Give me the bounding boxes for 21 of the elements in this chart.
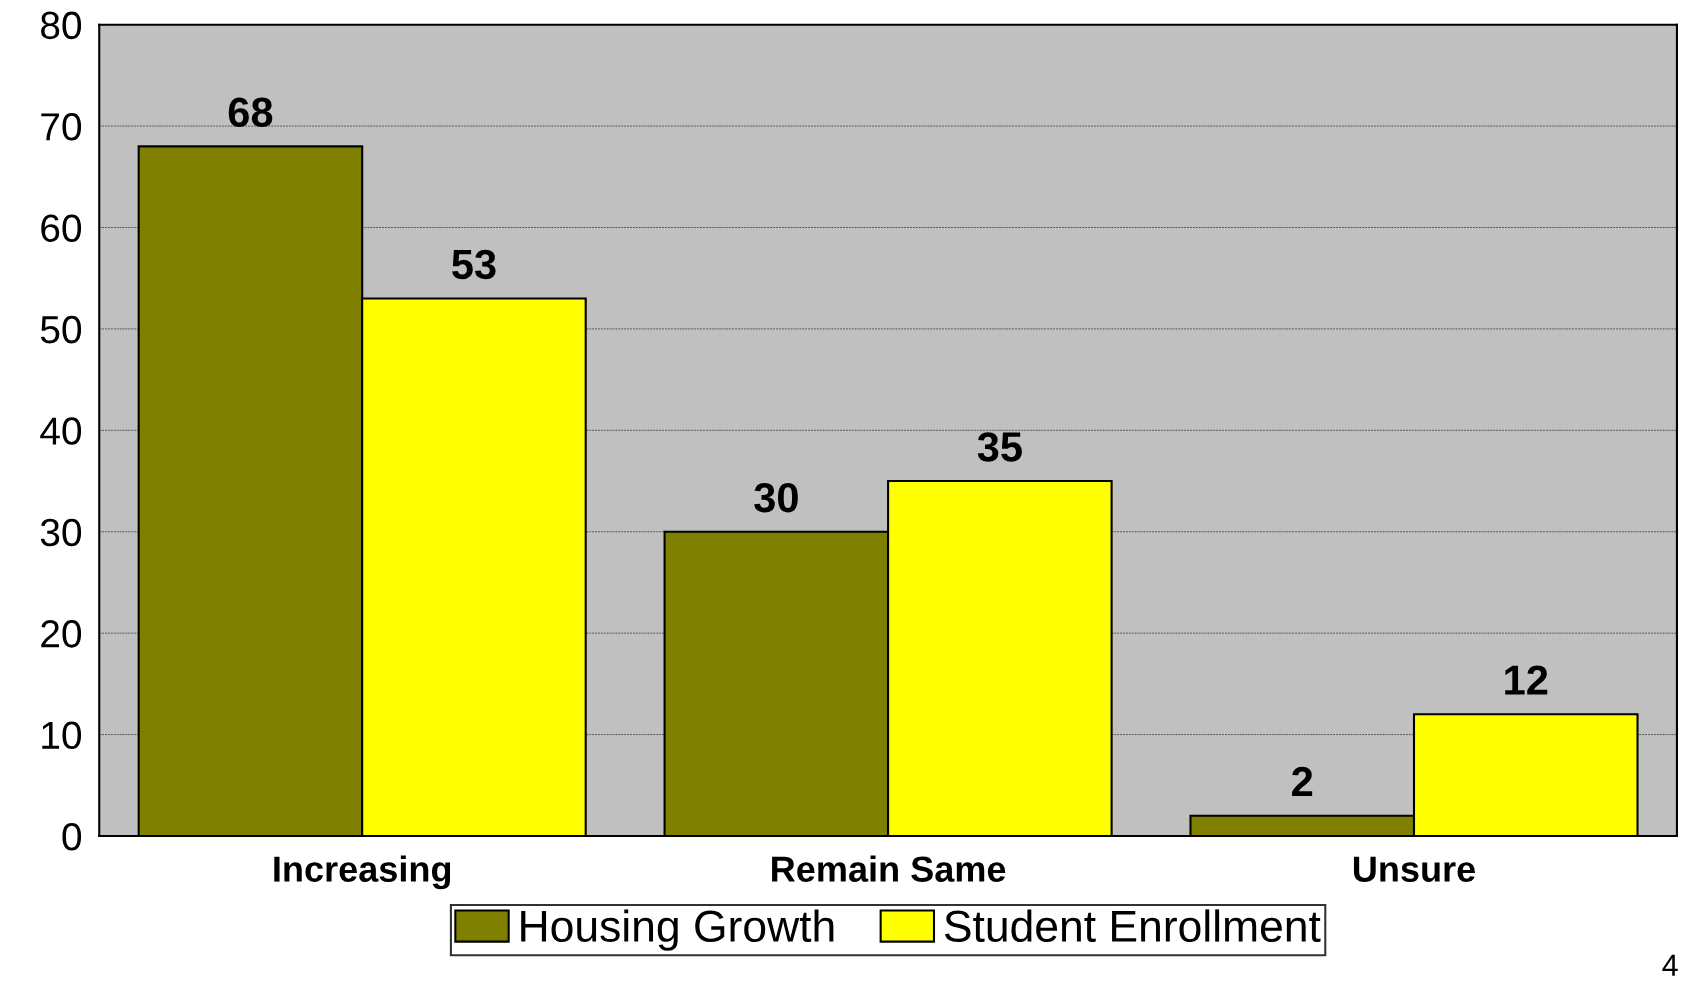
text: 4	[1662, 954, 1678, 976]
y-tick-label: 30	[40, 518, 82, 547]
y-tick-label: 0	[62, 822, 82, 851]
data-label: 12	[1505, 665, 1548, 695]
data-label: 35	[977, 432, 1022, 462]
y-tick-label: 60	[41, 214, 82, 242]
data-label: 53	[452, 249, 496, 280]
y-tick-label: 40	[40, 417, 82, 445]
y-tick-label: 70	[41, 113, 82, 141]
y-tick-label: 50	[40, 315, 82, 344]
y-tick-label: 20	[41, 620, 82, 648]
legend-label: Housing Growth	[521, 909, 834, 951]
x-tick-label: Unsure	[1353, 856, 1475, 882]
data-label: 68	[228, 97, 273, 128]
legend-label: Student Enrollment	[944, 909, 1321, 943]
y-tick-label: 10	[42, 721, 82, 750]
x-tick-label: Remain Same	[772, 855, 1006, 882]
x-tick-label: Increasing	[274, 855, 451, 890]
data-label: 2	[1292, 766, 1313, 796]
y-tick-label: 80	[41, 11, 82, 40]
data-label: 30	[754, 482, 798, 513]
